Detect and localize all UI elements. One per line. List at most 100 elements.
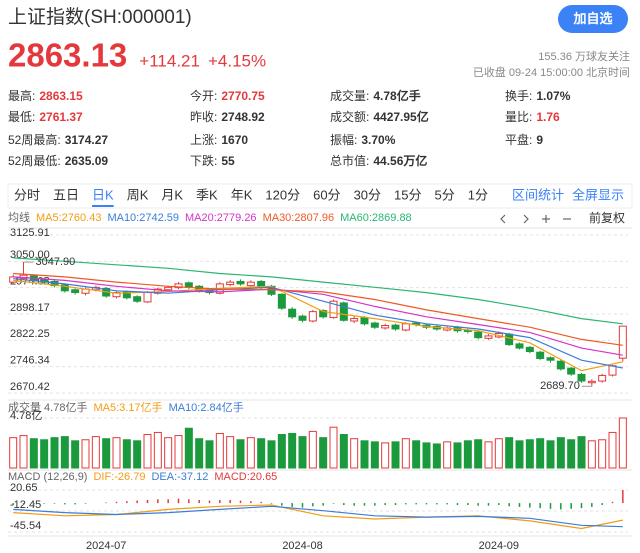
stat-value: 2770.75 <box>221 89 265 103</box>
stat-label: 下跌: <box>190 153 217 168</box>
y-tick-label: 4.78亿 <box>10 409 42 422</box>
volume-bar <box>484 441 493 469</box>
adjust-toggle[interactable]: 前复权 <box>589 210 625 225</box>
candle-body <box>350 318 359 322</box>
volume-bar <box>515 440 524 469</box>
tab[interactable]: 周K <box>127 187 149 202</box>
tab[interactable]: 1分 <box>468 187 488 202</box>
candle-body <box>391 324 400 330</box>
follow-button-label[interactable]: 加自选 <box>572 11 612 26</box>
stat-label: 总市值: <box>330 153 369 168</box>
candle-body <box>360 317 369 325</box>
stat-value: 3.70% <box>361 133 395 147</box>
ma-line <box>13 278 623 369</box>
stat-value: 9 <box>536 133 543 147</box>
candle-body <box>598 374 607 382</box>
legend-entry: MA30:2807.96 <box>263 212 335 224</box>
stat-value: 55 <box>221 154 235 168</box>
status: 已收盘 09-24 15:00:00 北京时间 <box>473 65 630 79</box>
tab[interactable]: 月K <box>161 187 183 202</box>
candle-body <box>143 292 152 303</box>
volume-bar <box>401 438 410 469</box>
volume-bar <box>618 417 627 469</box>
y-tick-label: 20.65 <box>10 482 38 494</box>
volume-bar <box>153 431 162 469</box>
volume-bar <box>40 439 49 469</box>
change-pct: +4.15% <box>208 51 266 70</box>
volume-bar <box>432 443 441 469</box>
candle-body <box>536 351 545 359</box>
volume-bar <box>91 436 100 469</box>
tab[interactable]: 五日 <box>53 187 79 202</box>
stat-value: 1670 <box>221 133 248 147</box>
volume-bar <box>319 437 328 469</box>
tab[interactable]: 分时 <box>14 187 40 202</box>
candle-body <box>567 367 576 375</box>
tab[interactable]: 60分 <box>313 187 340 202</box>
stat-value: 2748.92 <box>221 110 265 124</box>
stat-value: 1.07% <box>536 89 570 103</box>
dif-line <box>13 504 623 530</box>
candle-body <box>288 308 297 318</box>
volume-bar <box>463 440 472 469</box>
icon-left[interactable] <box>500 214 506 224</box>
stat-label: 昨收: <box>190 110 217 124</box>
candle-body <box>505 333 514 346</box>
stat-value: 4427.95亿 <box>373 109 428 124</box>
candle-body <box>587 380 596 384</box>
icon-right[interactable] <box>523 214 529 224</box>
stat-label: 今开: <box>190 88 217 103</box>
volume-bar <box>474 439 483 469</box>
volume-bar <box>587 440 596 469</box>
volume-bar <box>391 441 400 469</box>
stat-label: 成交额: <box>330 109 369 124</box>
tab[interactable]: 120分 <box>265 187 300 202</box>
tab[interactable]: 5分 <box>435 187 455 202</box>
icon-zoom-in[interactable] <box>542 215 550 223</box>
x-tick-label: 2024-08 <box>282 540 322 552</box>
tab-bar <box>7 183 633 209</box>
stat-label: 52周最高: <box>8 132 61 147</box>
candle-body <box>71 289 80 294</box>
tab[interactable]: 年K <box>231 187 253 202</box>
tab[interactable]: 季K <box>196 187 218 202</box>
volume-bar <box>339 434 348 469</box>
stat-value: 1.76 <box>536 110 560 124</box>
candle-body <box>525 346 534 353</box>
volume-bar <box>350 438 359 469</box>
candle-body <box>164 286 173 291</box>
stat-label: 最高: <box>8 88 35 103</box>
tab-link[interactable]: 区间统计 <box>512 187 564 202</box>
ma-line <box>13 276 623 356</box>
stat-label: 平盘: <box>505 132 532 147</box>
y-tick-label: 2898.17 <box>10 302 50 314</box>
volume-bar <box>9 437 18 469</box>
candle-body <box>184 282 193 288</box>
volume-bar <box>556 437 565 469</box>
stat-value: 2635.09 <box>65 154 109 168</box>
candle-body <box>133 296 142 302</box>
volume-bar <box>494 438 503 469</box>
stat-label: 量比: <box>505 110 532 124</box>
change: +114.21 <box>139 51 200 70</box>
tab[interactable]: 日K <box>92 187 114 202</box>
follow-button[interactable] <box>558 5 628 33</box>
legend-entry: MACD:20.65 <box>214 471 277 483</box>
stat-label: 换手: <box>505 89 532 103</box>
volume-bar <box>608 431 617 469</box>
volume-bar <box>277 434 286 469</box>
volume-bar <box>102 438 111 469</box>
candle-body <box>381 325 390 329</box>
tab[interactable]: 30分 <box>354 187 381 202</box>
volume-bar <box>236 439 245 469</box>
candle-body <box>484 335 493 339</box>
volume-bar <box>577 436 586 469</box>
tab[interactable]: 15分 <box>394 187 421 202</box>
volume-bar <box>226 436 235 469</box>
candle-body <box>329 300 338 319</box>
tab-link[interactable]: 全屏显示 <box>572 187 624 202</box>
candle-body <box>339 302 348 321</box>
volume-bar <box>381 442 390 469</box>
